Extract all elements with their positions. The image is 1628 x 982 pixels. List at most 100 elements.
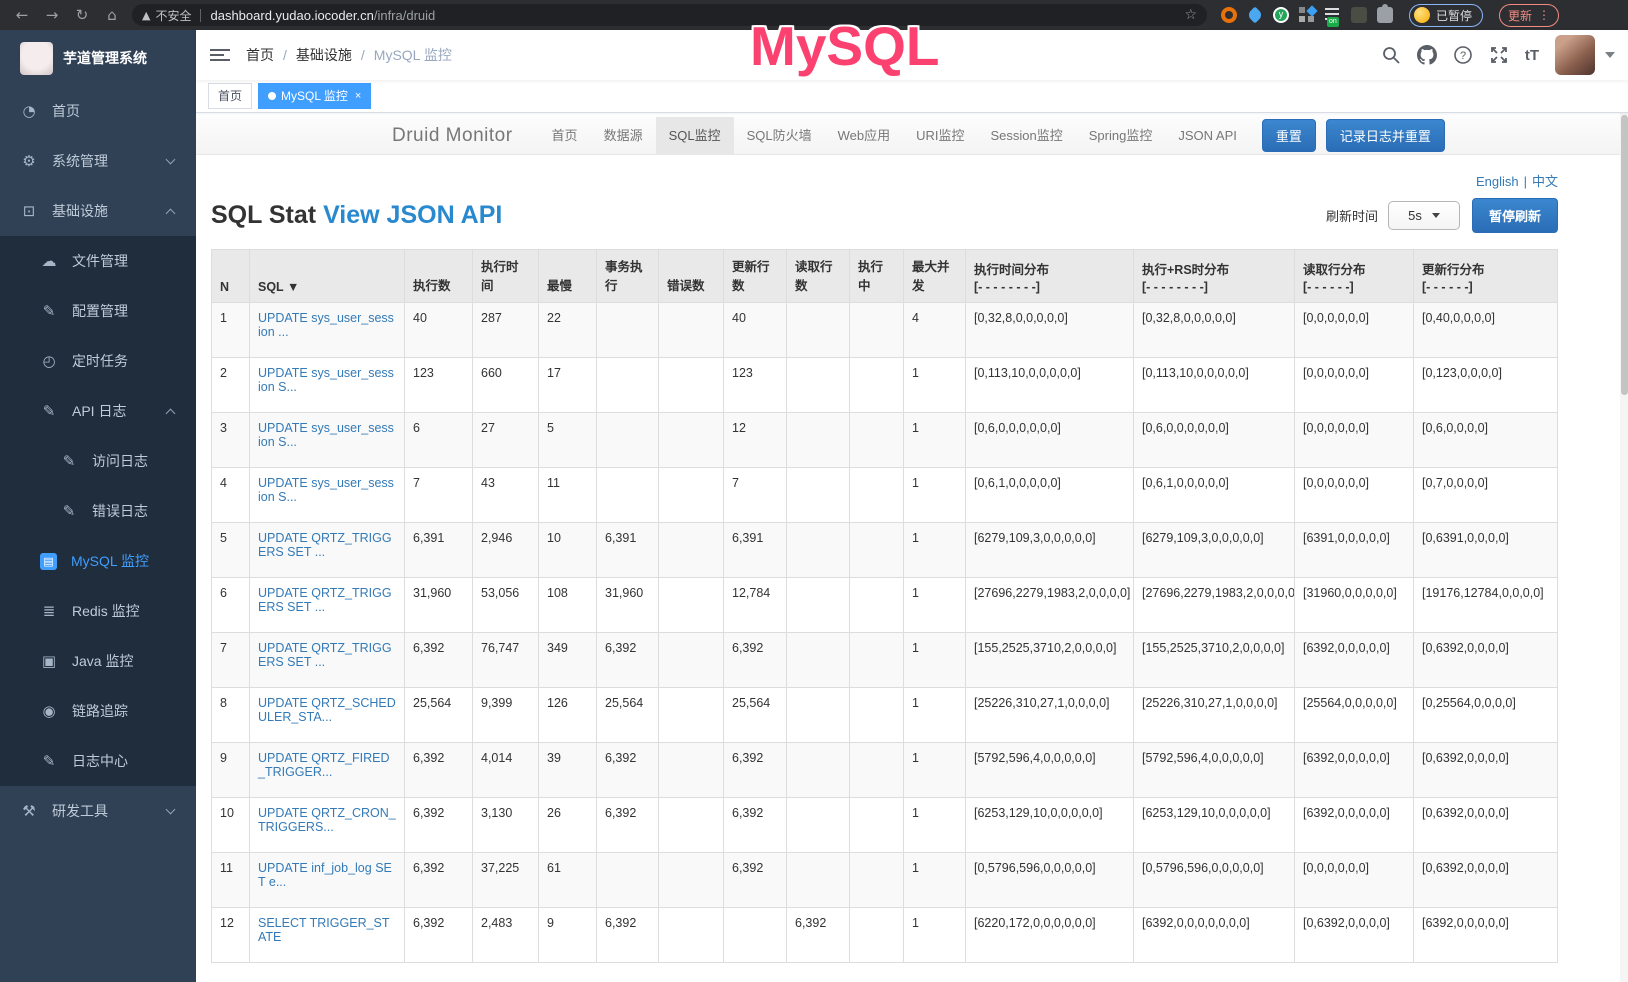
- druid-nav-SQL防火墙[interactable]: SQL防火墙: [746, 127, 812, 143]
- close-icon[interactable]: ×: [354, 90, 362, 102]
- update-button[interactable]: 更新 ⋮: [1499, 3, 1560, 27]
- hamburger-icon[interactable]: [210, 46, 230, 64]
- cell: 7: [723, 467, 787, 523]
- sidebar-item-mysql-monitor[interactable]: ▤ MySQL 监控: [0, 536, 196, 586]
- orange-ring-extension-icon[interactable]: [1221, 7, 1237, 23]
- log-and-reset-button[interactable]: 记录日志并重置: [1325, 119, 1445, 152]
- cell: 22: [538, 302, 597, 358]
- sql-link[interactable]: UPDATE QRTZ_SCHEDULER_STA...: [258, 696, 396, 724]
- green-check-extension-icon[interactable]: y: [1273, 7, 1289, 23]
- tab-MySQL 监控[interactable]: MySQL 监控 ×: [258, 83, 372, 109]
- column-header[interactable]: SQL ▼: [249, 249, 405, 303]
- cell: 25,564: [596, 687, 659, 743]
- sidebar-item-trace[interactable]: ◉ 链路追踪: [0, 686, 196, 736]
- sidebar-item-access-logs[interactable]: ✎ 访问日志: [0, 436, 196, 486]
- lang-english-link[interactable]: English: [1475, 174, 1519, 189]
- logo-row[interactable]: 芋道管理系统: [0, 30, 196, 86]
- sql-link[interactable]: UPDATE sys_user_session S...: [258, 421, 394, 449]
- security-label[interactable]: 不安全: [155, 8, 192, 23]
- cell: 1: [903, 742, 966, 798]
- tab-首页[interactable]: 首页: [208, 83, 253, 109]
- cell: UPDATE QRTZ_CRON_TRIGGERS...: [249, 797, 405, 853]
- sidebar-item-home[interactable]: ◔ 首页: [0, 86, 196, 136]
- app-logo: [20, 41, 53, 75]
- druid-nav-Session监控[interactable]: Session监控: [990, 127, 1063, 143]
- help-icon[interactable]: ?: [1453, 45, 1473, 65]
- sidebar-item-java-monitor[interactable]: ▣ Java 监控: [0, 636, 196, 686]
- sql-link[interactable]: SELECT TRIGGER_STATE: [258, 916, 390, 944]
- reset-button[interactable]: 重置: [1261, 119, 1316, 152]
- cell: 2: [211, 357, 250, 413]
- column-header-label: SQL ▼: [258, 280, 300, 294]
- druid-nav-JSON API[interactable]: JSON API: [1178, 127, 1237, 143]
- druid-nav-Spring监控[interactable]: Spring监控: [1088, 127, 1153, 143]
- sql-link[interactable]: UPDATE sys_user_session ...: [258, 311, 394, 339]
- cell: 6,392: [404, 742, 473, 798]
- sql-link[interactable]: UPDATE QRTZ_TRIGGERS SET ...: [258, 586, 392, 614]
- bookmark-star-icon[interactable]: ☆: [1184, 7, 1197, 23]
- sidebar-item-dev-tools[interactable]: ⚒ 研发工具: [0, 786, 196, 836]
- chevron-down-icon[interactable]: [1605, 52, 1615, 58]
- druid-nav-SQL监控[interactable]: SQL监控: [655, 116, 734, 155]
- blue-drop-extension-icon[interactable]: [1246, 6, 1264, 24]
- monitor-icon: ▣: [41, 652, 57, 670]
- back-button[interactable]: ←: [15, 6, 29, 24]
- druid-nav-URI监控[interactable]: URI监控: [916, 127, 965, 143]
- view-json-api-link[interactable]: View JSON API: [323, 201, 503, 229]
- sql-link[interactable]: UPDATE QRTZ_FIRED_TRIGGER...: [258, 751, 390, 779]
- sql-stat-table: N SQL ▼ 执行数 执行时间 最慢 事务执行 错误数 更新行数 读取行数 执行中 最大并发 执行时…: [211, 249, 1558, 963]
- home-button[interactable]: ⌂: [107, 6, 117, 24]
- sql-link[interactable]: UPDATE QRTZ_TRIGGERS SET ...: [258, 531, 392, 559]
- druid-nav-数据源[interactable]: 数据源: [603, 127, 643, 143]
- sidebar-item-file-management[interactable]: ☁ 文件管理: [0, 236, 196, 286]
- sql-link[interactable]: UPDATE QRTZ_CRON_TRIGGERS...: [258, 806, 396, 834]
- grid-extension-icon[interactable]: [1299, 7, 1315, 23]
- sql-link[interactable]: UPDATE inf_job_log SET e...: [258, 861, 392, 889]
- dark-extension-icon[interactable]: [1351, 7, 1367, 23]
- sidebar-item-log-center[interactable]: ✎ 日志中心: [0, 736, 196, 786]
- paused-badge[interactable]: 已暂停: [1409, 3, 1484, 27]
- list-on-extension-icon[interactable]: on: [1325, 7, 1341, 27]
- cell: [658, 467, 724, 523]
- cell: [658, 797, 724, 853]
- sidebar-item-error-logs[interactable]: ✎ 错误日志: [0, 486, 196, 536]
- refresh-interval-select[interactable]: 5s: [1387, 201, 1460, 230]
- cell: 27: [472, 412, 539, 468]
- scrollbar[interactable]: [1620, 113, 1628, 982]
- cell: [658, 907, 724, 963]
- breadcrumb-item[interactable]: 首页: [246, 47, 274, 63]
- sidebar-item-redis-monitor[interactable]: ≣ Redis 监控: [0, 586, 196, 636]
- cell: [0,5796,596,0,0,0,0,0]: [965, 852, 1134, 908]
- sql-link[interactable]: UPDATE sys_user_session S...: [258, 366, 394, 394]
- fullscreen-icon[interactable]: [1489, 45, 1509, 65]
- sidebar-item-api-logs[interactable]: ✎ API 日志: [0, 386, 196, 436]
- cell: 6,392: [723, 742, 787, 798]
- cell: 39: [538, 742, 597, 798]
- cell: [786, 687, 850, 743]
- scrollbar-thumb[interactable]: [1621, 115, 1628, 395]
- sidebar-item-infrastructure[interactable]: ⊡ 基础设施: [0, 186, 196, 236]
- breadcrumb-item[interactable]: 基础设施: [295, 47, 352, 63]
- cell: [0,6392,0,0,0,0]: [1413, 742, 1558, 798]
- address-bar[interactable]: ▲ 不安全 dashboard.yudao.iocoder.cn/infra/d…: [132, 4, 1207, 26]
- sql-link[interactable]: UPDATE QRTZ_TRIGGERS SET ...: [258, 641, 392, 669]
- sidebar-item-scheduled-tasks[interactable]: ◴ 定时任务: [0, 336, 196, 386]
- forward-button[interactable]: →: [45, 6, 59, 24]
- kebab-menu-icon[interactable]: ⋮: [1538, 8, 1551, 22]
- cell: 1: [903, 522, 966, 578]
- druid-nav-首页[interactable]: 首页: [551, 127, 578, 143]
- druid-brand[interactable]: Druid Monitor: [392, 124, 513, 146]
- cell: 349: [538, 632, 597, 688]
- sidebar-item-config-management[interactable]: ✎ 配置管理: [0, 286, 196, 336]
- github-icon[interactable]: [1416, 45, 1437, 65]
- lang-chinese-link[interactable]: 中文: [1531, 174, 1558, 189]
- font-size-icon[interactable]: tT: [1524, 46, 1539, 64]
- reload-button[interactable]: ↻: [75, 6, 89, 24]
- pause-refresh-button[interactable]: 暂停刷新: [1471, 198, 1558, 233]
- avatar[interactable]: [1555, 35, 1595, 75]
- druid-nav-Web应用[interactable]: Web应用: [837, 127, 891, 143]
- sidebar-item-system-management[interactable]: ⚙ 系统管理: [0, 136, 196, 186]
- sql-link[interactable]: UPDATE sys_user_session S...: [258, 476, 394, 504]
- search-icon[interactable]: [1381, 45, 1401, 65]
- puzzle-extensions-icon[interactable]: [1377, 4, 1393, 23]
